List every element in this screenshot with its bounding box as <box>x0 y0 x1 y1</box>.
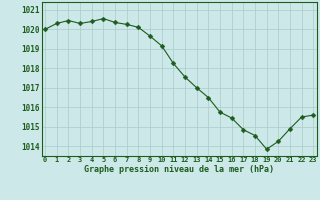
X-axis label: Graphe pression niveau de la mer (hPa): Graphe pression niveau de la mer (hPa) <box>84 165 274 174</box>
